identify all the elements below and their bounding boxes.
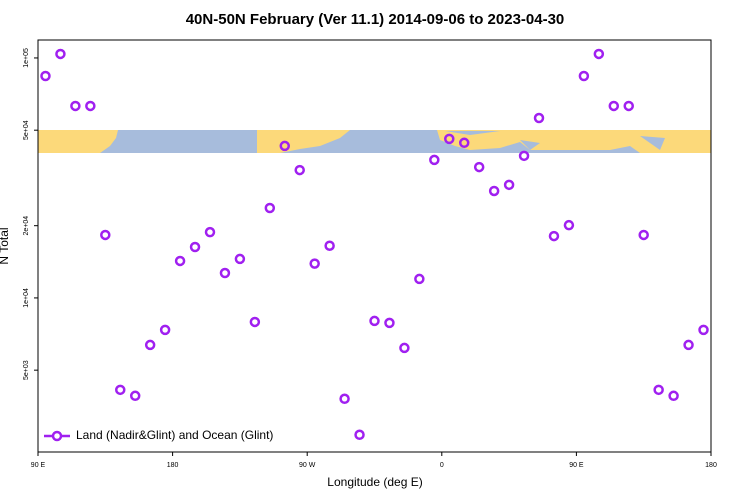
y-tick-label: 5e+04 (23, 120, 30, 140)
data-point (294, 164, 305, 176)
data-point (623, 100, 634, 112)
x-tick-label: 90 W (299, 462, 316, 469)
data-point (429, 154, 440, 166)
data-point (279, 140, 291, 152)
data-point (444, 133, 455, 145)
data-point (414, 273, 425, 285)
data-point (683, 339, 694, 351)
data-point (518, 150, 530, 162)
x-tick-label: 0 (440, 462, 444, 469)
data-point (70, 100, 81, 112)
data-point (384, 317, 395, 329)
data-point (264, 202, 276, 214)
x-tick-label: 90 E (569, 462, 584, 469)
data-point (204, 226, 216, 238)
data-point (473, 161, 485, 173)
legend-label: Land (Nadir&Glint) and Ocean (Glint) (76, 428, 273, 442)
data-point (458, 137, 470, 149)
data-point (85, 100, 96, 112)
x-tick-label: 180 (167, 462, 179, 469)
data-point (100, 229, 111, 241)
x-tick-label: 90 E (31, 462, 46, 469)
y-tick-label: 1e+05 (23, 48, 30, 68)
data-point (593, 48, 605, 60)
data-point (668, 390, 679, 402)
data-point (219, 267, 231, 279)
data-point (653, 384, 664, 396)
chart-title: 40N-50N February (Ver 11.1) 2014-09-06 t… (186, 11, 565, 28)
data-point (488, 185, 500, 197)
data-point (189, 241, 201, 253)
y-axis-label: N Total (0, 227, 11, 264)
legend-marker (51, 430, 63, 442)
data-point (324, 240, 335, 251)
data-point (608, 100, 620, 112)
data-point (354, 429, 365, 441)
data-point (144, 339, 156, 351)
data-point (369, 315, 380, 327)
x-axis-label: Longitude (deg E) (327, 475, 422, 489)
data-point (638, 229, 649, 241)
data-point (698, 324, 709, 336)
plot-frame (37, 39, 712, 453)
data-point (174, 255, 186, 267)
data-point (503, 179, 515, 191)
y-tick-label: 2e+04 (23, 216, 30, 236)
data-point (399, 342, 410, 354)
data-point (548, 230, 560, 242)
data-point (309, 258, 320, 269)
data-point (339, 393, 350, 405)
data-point (115, 384, 126, 396)
data-point (578, 70, 590, 82)
x-tick-label: 180 (705, 462, 717, 469)
data-point (563, 219, 575, 231)
data-point (533, 112, 545, 124)
data-point (234, 253, 246, 265)
data-point (249, 316, 261, 328)
data-point (40, 70, 51, 82)
data-point (129, 390, 141, 402)
y-tick-label: 1e+04 (23, 288, 30, 308)
y-tick-label: 5e+03 (23, 360, 30, 380)
data-point (159, 324, 171, 336)
map-strip (38, 130, 711, 153)
data-point (55, 48, 66, 60)
